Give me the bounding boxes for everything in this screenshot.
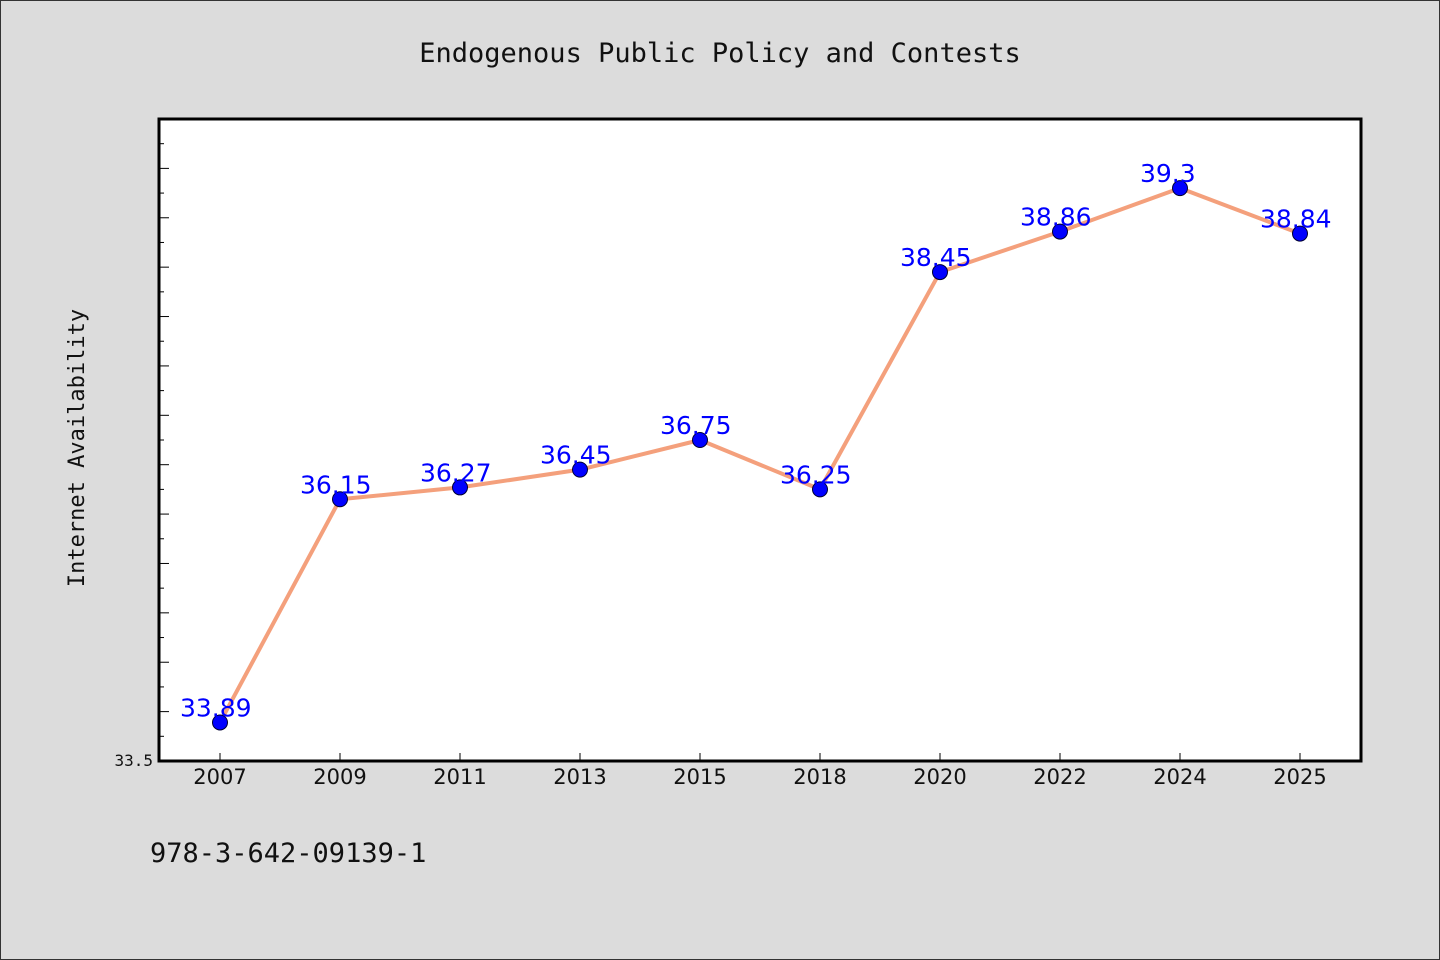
- x-tick-label: 2024: [1153, 765, 1206, 789]
- plot-area: [157, 117, 1363, 763]
- data-point-marker: [932, 264, 948, 281]
- data-point-marker: [812, 481, 828, 498]
- data-labels: 33.89 36.15 36.27 36.45 36.75 36.25 38.45 38.86…: [180, 159, 1332, 722]
- chart-title: Endogenous Public Policy and Contests: [419, 38, 1020, 69]
- x-tick-label: 2020: [913, 765, 966, 789]
- data-point-marker: [1172, 180, 1188, 197]
- data-label: 36.25: [780, 460, 852, 489]
- data-point-marker: [692, 432, 708, 448]
- data-point-marker: [332, 491, 348, 508]
- series-line-group: [218, 186, 1301, 724]
- data-label: 36.75: [660, 411, 732, 440]
- series-markers: [212, 180, 1308, 731]
- data-point-marker: [1292, 225, 1308, 242]
- x-tick-label: 2007: [193, 765, 246, 789]
- y-axis-ticks: 33.5: [114, 118, 169, 770]
- x-tick-label: 2009: [313, 765, 366, 789]
- data-label: 36.27: [420, 458, 492, 487]
- data-label: 36.15: [300, 470, 372, 499]
- x-axis-ticks: 2007 2009 2011 2013 2015 2018 2020 2022 2024 2025: [193, 753, 1327, 789]
- data-label: 36.45: [540, 441, 612, 470]
- data-point-marker: [1052, 223, 1068, 240]
- x-tick-label: 2011: [433, 765, 486, 789]
- data-label: 39.3: [1140, 159, 1196, 188]
- data-point-marker: [452, 479, 468, 496]
- data-label: 38.86: [1020, 203, 1092, 232]
- y-axis-label: Internet Availability: [65, 309, 90, 587]
- footer-isbn: 978-3-642-09139-1: [150, 838, 426, 869]
- x-tick-label: 2015: [673, 765, 726, 789]
- y-tick-label: 33.5: [114, 751, 153, 770]
- data-label: 33.89: [180, 693, 252, 722]
- data-label: 38.45: [900, 243, 972, 272]
- x-tick-label: 2013: [553, 765, 606, 789]
- series-line: [218, 186, 1301, 724]
- x-tick-label: 2025: [1273, 765, 1326, 789]
- x-tick-label: 2022: [1033, 765, 1086, 789]
- x-tick-label: 2018: [793, 765, 846, 789]
- data-point-marker: [212, 714, 228, 731]
- data-label: 38.84: [1260, 205, 1332, 234]
- data-point-marker: [572, 461, 588, 478]
